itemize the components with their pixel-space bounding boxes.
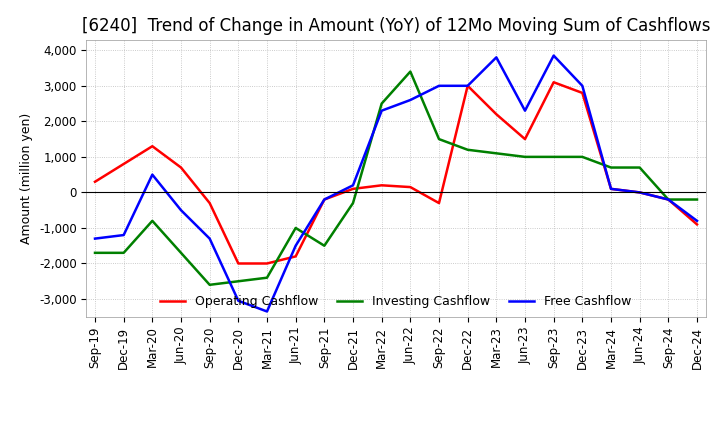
Investing Cashflow — [435, 136, 444, 142]
Y-axis label: Amount (million yen): Amount (million yen) — [20, 113, 33, 244]
Free Cashflow — [521, 108, 529, 114]
Operating Cashflow — [607, 186, 616, 191]
Free Cashflow — [635, 190, 644, 195]
Free Cashflow — [607, 186, 616, 191]
Investing Cashflow — [664, 197, 672, 202]
Free Cashflow — [578, 83, 587, 88]
Line: Operating Cashflow: Operating Cashflow — [95, 82, 697, 264]
Free Cashflow — [176, 208, 185, 213]
Operating Cashflow — [320, 197, 328, 202]
Investing Cashflow — [635, 165, 644, 170]
Investing Cashflow — [205, 282, 214, 287]
Operating Cashflow — [635, 190, 644, 195]
Operating Cashflow — [664, 197, 672, 202]
Investing Cashflow — [549, 154, 558, 160]
Operating Cashflow — [406, 184, 415, 190]
Operating Cashflow — [377, 183, 386, 188]
Operating Cashflow — [549, 80, 558, 85]
Free Cashflow — [292, 243, 300, 248]
Operating Cashflow — [120, 161, 128, 167]
Free Cashflow — [263, 309, 271, 314]
Line: Investing Cashflow: Investing Cashflow — [95, 72, 697, 285]
Free Cashflow — [120, 232, 128, 238]
Investing Cashflow — [521, 154, 529, 160]
Free Cashflow — [464, 83, 472, 88]
Investing Cashflow — [320, 243, 328, 248]
Free Cashflow — [148, 172, 157, 177]
Operating Cashflow — [176, 165, 185, 170]
Free Cashflow — [205, 236, 214, 241]
Investing Cashflow — [607, 165, 616, 170]
Investing Cashflow — [91, 250, 99, 256]
Investing Cashflow — [176, 250, 185, 256]
Free Cashflow — [406, 97, 415, 103]
Free Cashflow — [348, 183, 357, 188]
Investing Cashflow — [148, 218, 157, 224]
Free Cashflow — [693, 218, 701, 224]
Operating Cashflow — [435, 201, 444, 206]
Free Cashflow — [320, 197, 328, 202]
Investing Cashflow — [234, 279, 243, 284]
Operating Cashflow — [492, 112, 500, 117]
Operating Cashflow — [234, 261, 243, 266]
Operating Cashflow — [263, 261, 271, 266]
Investing Cashflow — [406, 69, 415, 74]
Title: [6240]  Trend of Change in Amount (YoY) of 12Mo Moving Sum of Cashflows: [6240] Trend of Change in Amount (YoY) o… — [82, 17, 710, 35]
Investing Cashflow — [578, 154, 587, 160]
Investing Cashflow — [693, 197, 701, 202]
Investing Cashflow — [377, 101, 386, 106]
Free Cashflow — [234, 298, 243, 304]
Operating Cashflow — [205, 201, 214, 206]
Investing Cashflow — [348, 201, 357, 206]
Operating Cashflow — [464, 83, 472, 88]
Operating Cashflow — [148, 143, 157, 149]
Operating Cashflow — [91, 179, 99, 184]
Line: Free Cashflow: Free Cashflow — [95, 55, 697, 312]
Free Cashflow — [91, 236, 99, 241]
Free Cashflow — [435, 83, 444, 88]
Operating Cashflow — [693, 222, 701, 227]
Investing Cashflow — [120, 250, 128, 256]
Investing Cashflow — [492, 150, 500, 156]
Investing Cashflow — [263, 275, 271, 280]
Operating Cashflow — [348, 186, 357, 191]
Legend: Operating Cashflow, Investing Cashflow, Free Cashflow: Operating Cashflow, Investing Cashflow, … — [156, 290, 636, 313]
Free Cashflow — [664, 197, 672, 202]
Free Cashflow — [549, 53, 558, 58]
Investing Cashflow — [292, 225, 300, 231]
Free Cashflow — [377, 108, 386, 114]
Free Cashflow — [492, 55, 500, 60]
Operating Cashflow — [521, 136, 529, 142]
Operating Cashflow — [292, 254, 300, 259]
Investing Cashflow — [464, 147, 472, 152]
Operating Cashflow — [578, 90, 587, 95]
